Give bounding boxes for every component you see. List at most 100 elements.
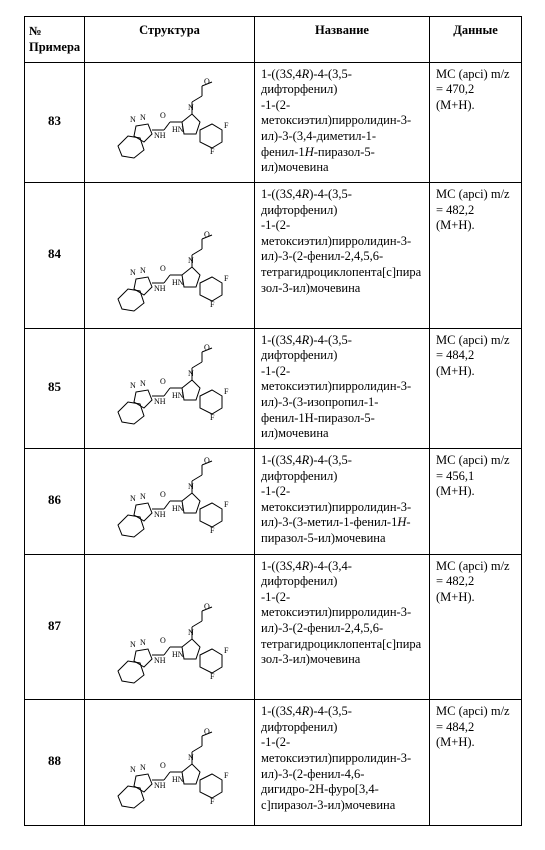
svg-text:F: F <box>210 797 215 806</box>
svg-text:HN: HN <box>172 775 184 784</box>
svg-text:F: F <box>224 771 229 780</box>
example-number: 87 <box>25 554 85 700</box>
svg-text:N: N <box>130 115 136 124</box>
compound-data: MC (apci) m/z = 484,2 (M+H). <box>430 700 522 826</box>
compound-data: MC (apci) m/z = 484,2 (M+H). <box>430 328 522 448</box>
svg-text:O: O <box>160 490 166 499</box>
table-header-row: № Примера Структура Название Данные <box>25 17 522 63</box>
header-data: Данные <box>430 17 522 63</box>
example-number: 88 <box>25 700 85 826</box>
svg-text:F: F <box>210 672 215 681</box>
svg-text:N: N <box>188 103 194 112</box>
svg-text:NH: NH <box>154 284 166 293</box>
table-row: 86 O NH HN N F F O N N 1-((3S,4R)-4-(3,5… <box>25 448 522 554</box>
svg-text:N: N <box>130 640 136 649</box>
svg-text:F: F <box>210 413 215 422</box>
svg-text:N: N <box>140 113 146 122</box>
example-number: 83 <box>25 62 85 182</box>
svg-text:HN: HN <box>172 125 184 134</box>
svg-text:N: N <box>188 628 194 637</box>
svg-text:NH: NH <box>154 397 166 406</box>
svg-text:N: N <box>140 638 146 647</box>
chemical-structure: O NH HN N F F O N N <box>100 340 240 430</box>
table-body: 83 O NH HN N F F O N N 1-((3S,4R)-4-(3,5… <box>25 62 522 825</box>
header-name: Название <box>255 17 430 63</box>
page: № Примера Структура Название Данные 83 <box>0 0 545 850</box>
table-row: 88 O NH HN N F F O N N 1-((3S,4R)-4-(3,5… <box>25 700 522 826</box>
svg-text:N: N <box>140 379 146 388</box>
compound-name: 1-((3S,4R)-4-(3,5-дифторфенил)-1-(2-мето… <box>255 328 430 448</box>
svg-text:N: N <box>140 492 146 501</box>
svg-text:O: O <box>160 111 166 120</box>
svg-text:O: O <box>204 343 210 352</box>
chemical-structure: O NH HN N F F O N N <box>100 187 240 317</box>
svg-text:N: N <box>130 494 136 503</box>
svg-text:O: O <box>160 636 166 645</box>
svg-text:F: F <box>210 147 215 156</box>
svg-text:O: O <box>160 761 166 770</box>
svg-text:F: F <box>210 526 215 535</box>
svg-text:O: O <box>204 456 210 465</box>
compound-name: 1-((3S,4R)-4-(3,5-дифторфенил)-1-(2-мето… <box>255 448 430 554</box>
table-row: 83 O NH HN N F F O N N 1-((3S,4R)-4-(3,5… <box>25 62 522 182</box>
svg-text:F: F <box>210 300 215 309</box>
example-number: 84 <box>25 182 85 328</box>
header-number: № Примера <box>25 17 85 63</box>
svg-text:NH: NH <box>154 656 166 665</box>
svg-text:F: F <box>224 121 229 130</box>
svg-text:O: O <box>204 230 210 239</box>
svg-text:N: N <box>140 266 146 275</box>
svg-text:N: N <box>130 381 136 390</box>
svg-text:N: N <box>188 482 194 491</box>
table-row: 84 O NH HN N F F O N N 1-((3S,4R)-4-(3,5… <box>25 182 522 328</box>
compound-table: № Примера Структура Название Данные 83 <box>24 16 522 826</box>
compound-name: 1-((3S,4R)-4-(3,5-дифторфенил)-1-(2-мето… <box>255 182 430 328</box>
structure-cell: O NH HN N F F O N N <box>85 700 255 826</box>
svg-text:N: N <box>140 763 146 772</box>
compound-name: 1-((3S,4R)-4-(3,5-дифторфенил)-1-(2-мето… <box>255 62 430 182</box>
svg-text:NH: NH <box>154 510 166 519</box>
structure-cell: O NH HN N F F O N N <box>85 62 255 182</box>
svg-text:N: N <box>188 256 194 265</box>
compound-data: MC (apci) m/z = 482,2 (M+H). <box>430 554 522 700</box>
example-number: 86 <box>25 448 85 554</box>
svg-text:HN: HN <box>172 650 184 659</box>
svg-text:HN: HN <box>172 504 184 513</box>
table-row: 87 O NH HN N F F O N N 1-((3S,4R)-4-(3,4… <box>25 554 522 700</box>
svg-text:NH: NH <box>154 781 166 790</box>
structure-cell: O NH HN N F F O N N <box>85 182 255 328</box>
svg-text:O: O <box>204 77 210 86</box>
svg-text:F: F <box>224 274 229 283</box>
svg-text:N: N <box>188 753 194 762</box>
compound-name: 1-((3S,4R)-4-(3,5-дифторфенил)-1-(2-мето… <box>255 700 430 826</box>
svg-text:HN: HN <box>172 278 184 287</box>
svg-text:F: F <box>224 500 229 509</box>
header-number-line2: Примера <box>29 40 80 54</box>
svg-text:O: O <box>204 602 210 611</box>
header-number-line1: № <box>29 24 42 38</box>
svg-text:F: F <box>224 646 229 655</box>
svg-text:HN: HN <box>172 391 184 400</box>
example-number: 85 <box>25 328 85 448</box>
compound-data: MC (apci) m/z = 482,2 (M+H). <box>430 182 522 328</box>
svg-text:N: N <box>188 369 194 378</box>
structure-cell: O NH HN N F F O N N <box>85 328 255 448</box>
structure-cell: O NH HN N F F O N N <box>85 448 255 554</box>
svg-text:O: O <box>204 727 210 736</box>
chemical-structure: O NH HN N F F O N N <box>100 704 240 814</box>
svg-text:N: N <box>130 268 136 277</box>
chemical-structure: O NH HN N F F O N N <box>100 559 240 689</box>
table-row: 85 O NH HN N F F O N N 1-((3S,4R)-4-(3,5… <box>25 328 522 448</box>
svg-text:O: O <box>160 264 166 273</box>
structure-cell: O NH HN N F F O N N <box>85 554 255 700</box>
compound-data: MC (apci) m/z = 456,1 (M+H). <box>430 448 522 554</box>
svg-text:F: F <box>224 387 229 396</box>
header-structure: Структура <box>85 17 255 63</box>
compound-data: MC (apci) m/z = 470,2 (M+H). <box>430 62 522 182</box>
chemical-structure: O NH HN N F F O N N <box>100 74 240 164</box>
svg-text:N: N <box>130 765 136 774</box>
svg-text:O: O <box>160 377 166 386</box>
chemical-structure: O NH HN N F F O N N <box>100 453 240 543</box>
compound-name: 1-((3S,4R)-4-(3,4-дифторфенил)-1-(2-мето… <box>255 554 430 700</box>
svg-text:NH: NH <box>154 131 166 140</box>
